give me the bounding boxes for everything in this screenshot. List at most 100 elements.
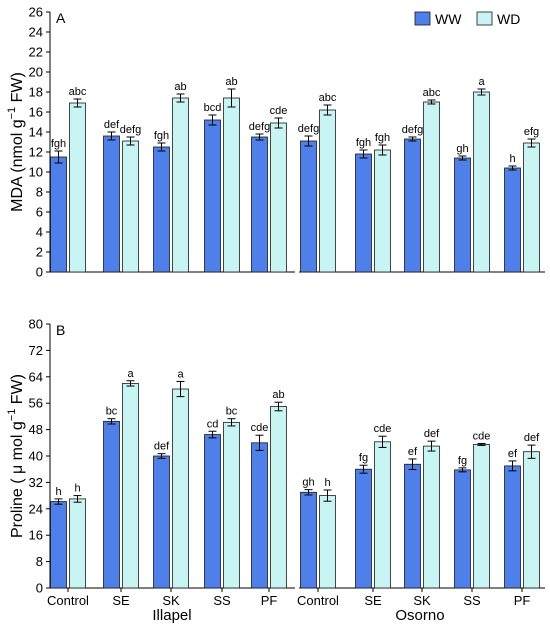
x-category-label-ss: SS — [213, 593, 231, 608]
significance-label: bc — [106, 406, 118, 418]
bar-ww-sk-1 — [404, 463, 421, 589]
legend-swatch-ww — [414, 11, 431, 26]
significance-label: fgh — [154, 130, 169, 142]
y-axis-title-main: MDA (nmol g — [9, 119, 26, 211]
y-tick-label: 26 — [29, 5, 43, 20]
bar-ww-ss-0 — [204, 119, 221, 273]
bar-wd-sk-0 — [172, 97, 189, 273]
significance-label: cd — [207, 418, 219, 430]
bar-wd-sk-1 — [423, 101, 440, 273]
significance-label: def — [424, 428, 440, 440]
y-axis-title-sup: −1 — [6, 409, 18, 422]
significance-label: bcd — [204, 102, 222, 114]
significance-label: cde — [251, 422, 269, 434]
legend-label-ww: WW — [435, 11, 462, 27]
panel-b-proline-chart: 0 8 16 24 32 40 48 56 64 72 80 B Proline ( μ mol g−1… — [6, 317, 545, 596]
significance-label: ab — [174, 81, 186, 93]
bar-ww-sk-0 — [153, 146, 170, 273]
panel-label: A — [56, 10, 66, 26]
x-category-label-pf: PF — [514, 593, 531, 608]
legend-swatch-wd — [476, 11, 493, 26]
bar-ww-se-0 — [103, 420, 120, 589]
bar-wd-ss-1 — [473, 91, 490, 273]
y-axis-title: Proline ( μ mol g−1 FW) — [6, 374, 26, 538]
significance-label: gh — [456, 143, 468, 155]
y-tick-label: 12 — [29, 145, 43, 160]
bar-wd-control-1 — [319, 495, 336, 589]
y-tick-label: 20 — [29, 65, 43, 80]
significance-label: gh — [302, 477, 314, 489]
bar-wd-pf-1 — [523, 451, 540, 589]
bar-ww-ss-1 — [454, 157, 471, 273]
bar-wd-ss-1 — [473, 444, 490, 589]
bar-ww-se-0 — [103, 135, 120, 273]
y-tick-label: 8 — [36, 185, 43, 200]
significance-label: h — [55, 486, 61, 498]
significance-label: abc — [423, 87, 441, 99]
y-axis-title-tail: FW) — [9, 72, 26, 107]
significance-label: def — [154, 441, 170, 453]
bar-wd-control-0 — [69, 498, 86, 589]
significance-label: fgh — [356, 137, 371, 149]
significance-label: defg — [298, 123, 319, 135]
bar-wd-se-0 — [122, 382, 139, 589]
y-tick-label: 8 — [36, 554, 43, 569]
bar-wd-se-1 — [374, 149, 391, 273]
y-tick-label: 56 — [29, 396, 43, 411]
significance-label: def — [104, 119, 120, 131]
y-tick-label: 10 — [29, 165, 43, 180]
significance-label: abc — [69, 86, 87, 98]
y-axis-title-sup: −1 — [6, 107, 18, 120]
bar-ww-pf-1 — [504, 167, 521, 273]
y-tick-label: 40 — [29, 449, 43, 464]
y-tick-label: 24 — [29, 25, 43, 40]
significance-label: ab — [225, 76, 237, 88]
significance-label: def — [524, 432, 540, 444]
significance-label: fgh — [51, 138, 66, 150]
y-tick-label: 72 — [29, 343, 43, 358]
y-tick-label: 48 — [29, 422, 43, 437]
y-tick-label: 2 — [36, 245, 43, 260]
significance-label: h — [74, 483, 80, 495]
significance-label: defg — [120, 124, 141, 136]
bar-ww-control-0 — [50, 501, 67, 589]
bar-wd-pf-0 — [270, 406, 287, 589]
bar-wd-se-1 — [374, 441, 391, 589]
x-category-label-pf: PF — [261, 593, 278, 608]
significance-label: defg — [402, 124, 423, 136]
significance-label: abc — [319, 92, 337, 104]
group-label-osorno: Osorno — [395, 607, 444, 624]
significance-label: h — [324, 477, 330, 489]
bar-ww-ss-1 — [454, 469, 471, 589]
bar-wd-control-0 — [69, 102, 86, 273]
significance-label: ef — [408, 446, 418, 458]
x-category-label-control: Control — [47, 593, 89, 608]
y-axis-title-main: Proline ( μ mol g — [9, 421, 26, 538]
bar-ww-ss-0 — [204, 434, 221, 589]
y-tick-label: 80 — [29, 317, 43, 332]
bar-ww-sk-1 — [404, 138, 421, 273]
y-tick-label: 16 — [29, 528, 43, 543]
bar-wd-sk-1 — [423, 445, 440, 589]
shared-x-axis: Control SE SK SS PF Control SE SK SS PF Illapel Oso… — [47, 588, 530, 624]
panel-label: B — [56, 322, 65, 338]
y-tick-label: 4 — [36, 225, 43, 240]
bar-ww-pf-0 — [251, 442, 268, 589]
y-tick-label: 0 — [36, 265, 43, 280]
x-category-label-control: Control — [297, 593, 339, 608]
bar-wd-ss-0 — [223, 421, 240, 589]
bar-ww-control-1 — [300, 140, 317, 273]
bar-wd-se-0 — [122, 140, 139, 273]
x-category-label-ss: SS — [463, 593, 481, 608]
bar-ww-pf-1 — [504, 465, 521, 589]
significance-label: bc — [226, 406, 238, 418]
y-axis-title: MDA (nmol g−1 FW) — [6, 72, 26, 212]
y-tick-label: 14 — [29, 125, 43, 140]
significance-label: defg — [249, 121, 270, 133]
significance-label: a — [127, 368, 134, 380]
significance-label: cde — [473, 430, 491, 442]
y-tick-label: 32 — [29, 475, 43, 490]
y-axis-title-tail: FW) — [9, 374, 26, 409]
significance-label: fg — [458, 455, 467, 467]
